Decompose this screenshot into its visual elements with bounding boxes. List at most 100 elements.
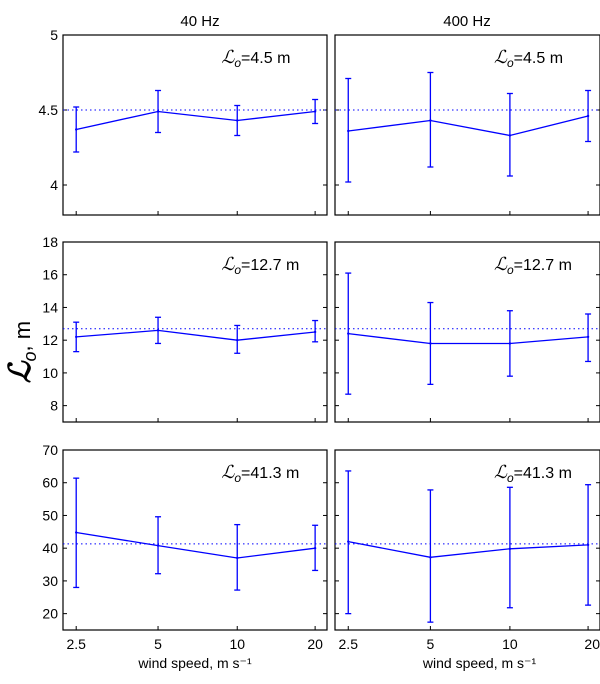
data-point: [156, 110, 160, 113]
data-point: [156, 544, 160, 547]
series-line: [76, 531, 316, 559]
annotation-subscript: o: [234, 56, 241, 70]
data-point: [313, 546, 317, 550]
annotation-value: =41.3 m: [514, 465, 572, 482]
annotation-symbol: ℒ: [494, 462, 508, 482]
panel-2: ℒo=4.5 m: [334, 34, 600, 216]
annotation-subscript: o: [507, 56, 514, 70]
data-point: [75, 335, 78, 339]
plot-frame: [334, 449, 600, 631]
annotation: ℒo=12.7 m: [494, 254, 572, 277]
annotation-symbol: ℒ: [494, 47, 508, 67]
data-point: [313, 110, 317, 113]
panel-3: 8 10 12 14 16 18 ℒo=12.7 m: [42, 234, 328, 423]
x-tick-label: 10: [502, 636, 518, 652]
annotation-subscript: o: [234, 263, 241, 277]
error-bar: [427, 489, 434, 623]
annotation: ℒo=41.3 m: [221, 462, 299, 485]
y-tick-label: 5: [50, 27, 58, 43]
x-axis-label: wind speed, m s⁻¹: [422, 655, 537, 671]
y-tick-label: 60: [42, 475, 58, 491]
data-point: [156, 329, 160, 332]
x-tick-label: 5: [427, 636, 435, 652]
annotation-symbol: ℒ: [221, 254, 235, 274]
x-tick-label: 10: [229, 636, 245, 652]
series-line: [348, 332, 589, 345]
x-tick-label: 2.5: [339, 636, 359, 652]
data-point: [429, 342, 432, 345]
data-point: [75, 531, 78, 534]
annotation-value: =41.3 m: [241, 465, 299, 482]
data-point: [347, 540, 350, 543]
series-line: [348, 540, 589, 558]
annotation-value: =12.7 m: [514, 257, 572, 274]
data-point: [347, 332, 350, 335]
error-bar: [506, 486, 513, 609]
annotation: ℒo=41.3 m: [494, 462, 572, 485]
x-tick-label: 20: [584, 636, 600, 652]
series-line: [76, 329, 316, 341]
plot-frame: [62, 241, 328, 423]
y-tick-label: 12: [42, 332, 58, 348]
plot-frame: [334, 34, 600, 216]
y-tick-label: 16: [42, 267, 58, 283]
y-tick-label: 30: [42, 573, 58, 589]
annotation-symbol: ℒ: [221, 47, 235, 67]
data-point: [347, 129, 350, 133]
data-point: [75, 128, 78, 131]
annotation-value: =4.5 m: [514, 50, 563, 67]
y-axis-label-subscript: o: [20, 351, 40, 361]
y-axis-label-symbol: ℒ: [4, 360, 37, 383]
data-point: [429, 119, 432, 122]
y-tick-label: 18: [42, 234, 58, 250]
data-point: [586, 335, 590, 339]
series-line: [76, 110, 316, 131]
y-tick-label: 8: [50, 398, 58, 414]
x-tick-label: 2.5: [66, 636, 86, 652]
annotation-subscript: o: [234, 471, 241, 485]
annotation: ℒo=4.5 m: [221, 47, 290, 70]
plot-frame: [62, 34, 328, 216]
y-tick-label: 20: [42, 606, 58, 622]
panel-5: 20 30 40 50 60 70 2.5 5 10 20 ℒo=41.3 m wind speed,…: [42, 442, 328, 671]
annotation-subscript: o: [507, 263, 514, 277]
data-point: [586, 543, 590, 547]
annotation-value: =12.7 m: [241, 257, 299, 274]
column-title-400hz: 400 Hz: [443, 13, 491, 30]
column-title-40hz: 40 Hz: [180, 13, 219, 30]
y-tick-label: 70: [42, 442, 58, 458]
x-tick-label: 20: [307, 636, 323, 652]
data-point: [586, 114, 590, 118]
x-axis-label: wind speed, m s⁻¹: [137, 655, 252, 671]
annotation-symbol: ℒ: [221, 462, 235, 482]
annotation-subscript: o: [507, 471, 514, 485]
y-axis-label-unit: , m: [10, 321, 35, 352]
y-tick-label: 4.5: [39, 102, 59, 118]
y-tick-label: 14: [42, 299, 58, 315]
data-point: [313, 330, 317, 334]
series-line: [348, 115, 589, 137]
annotation: ℒo=12.7 m: [221, 254, 299, 277]
y-tick-label: 50: [42, 507, 58, 523]
panel-1: 4 4.5 5 ℒo=4.5 m: [39, 27, 328, 216]
y-tick-label: 10: [42, 365, 58, 381]
annotation-symbol: ℒ: [494, 254, 508, 274]
y-tick-label: 40: [42, 540, 58, 556]
x-tick-label: 5: [154, 636, 162, 652]
data-point: [508, 547, 512, 551]
data-point: [508, 134, 512, 137]
data-point: [236, 338, 239, 342]
annotation-value: =4.5 m: [241, 50, 290, 67]
plot-frame: [62, 449, 328, 631]
plot-frame: [334, 241, 600, 423]
data-point: [429, 556, 432, 559]
data-point: [236, 556, 239, 560]
data-point: [508, 342, 512, 345]
y-axis-label: ℒo, m: [4, 321, 40, 383]
data-point: [236, 119, 239, 122]
y-tick-label: 4: [50, 177, 58, 193]
panel-6: 2.5 5 10 20 ℒo=41.3 m wind speed, m s⁻¹: [334, 449, 600, 671]
panel-4: ℒo=12.7 m: [334, 241, 600, 423]
annotation: ℒo=4.5 m: [494, 47, 563, 70]
